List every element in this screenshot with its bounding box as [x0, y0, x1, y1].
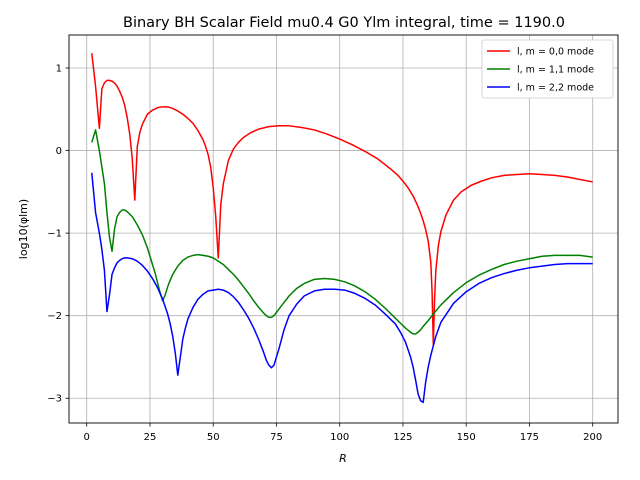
- legend-label-2: l, m = 2,2 mode: [517, 83, 594, 94]
- plot-area: [91, 53, 593, 404]
- legend-box: [481, 39, 614, 99]
- x-axis-label: R: [339, 452, 347, 465]
- y-tick-label: −1: [47, 229, 62, 240]
- x-tick-label: 0: [84, 432, 90, 443]
- y-tick-label: −2: [47, 311, 62, 322]
- series-line-0: [91, 53, 593, 346]
- x-tick-label: 25: [144, 432, 157, 443]
- x-tick-label: 200: [583, 432, 602, 443]
- y-axis-label: log10(φlm): [17, 199, 30, 259]
- y-axis-label-text: log10(φlm): [17, 199, 30, 259]
- ticks: 0 25 50 75 100 125 150 175 200 1 0 −1 −2 −3: [47, 64, 602, 443]
- chart-title: Binary BH Scalar Field mu0.4 G0 Ylm inte…: [123, 15, 565, 31]
- series-line-2: [91, 172, 593, 404]
- x-tick-label: 125: [393, 432, 412, 443]
- y-tick-label: 1: [56, 64, 62, 75]
- y-tick-label: 0: [56, 146, 62, 157]
- legend: l, m = 0,0 mode l, m = 1,1 mode l, m = 2,2…: [481, 39, 614, 99]
- x-tick-label: 50: [207, 432, 220, 443]
- y-tick-label: −3: [47, 394, 62, 405]
- x-tick-label: 100: [330, 432, 349, 443]
- x-tick-label: 75: [270, 432, 283, 443]
- x-tick-label: 175: [520, 432, 539, 443]
- plot-frame: [68, 34, 619, 424]
- legend-label-1: l, m = 1,1 mode: [517, 65, 594, 76]
- legend-label-0: l, m = 0,0 mode: [517, 47, 594, 58]
- x-tick-label: 150: [457, 432, 476, 443]
- series-line-1: [91, 129, 593, 335]
